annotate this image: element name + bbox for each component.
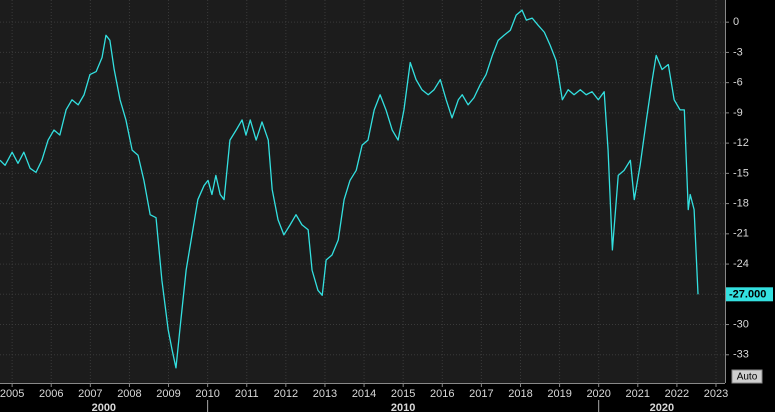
x-tick-label: 2015	[391, 388, 415, 400]
x-tick-label: 2020	[586, 388, 610, 400]
y-tick-label: -33	[733, 349, 749, 361]
plot-background	[0, 0, 725, 383]
x-tick-label: 2021	[626, 388, 650, 400]
y-tick-label: -9	[733, 107, 743, 119]
y-tick-label: -24	[733, 258, 749, 270]
y-tick-label: -15	[733, 167, 749, 179]
x-tick-label: 2022	[665, 388, 689, 400]
y-tick-label: -3	[733, 46, 743, 58]
x-tick-label: 2009	[156, 388, 180, 400]
x-tick-label: 2010	[195, 388, 219, 400]
y-tick-label: -21	[733, 228, 749, 240]
x-tick-label: 2019	[547, 388, 571, 400]
x-tick-label: 2008	[117, 388, 141, 400]
decade-label: 2000	[92, 402, 116, 412]
y-tick-label: -18	[733, 198, 749, 210]
auto-button-bg	[731, 369, 763, 384]
x-tick-label: 2006	[39, 388, 63, 400]
y-tick-label: -6	[733, 77, 743, 89]
line	[0, 9, 699, 369]
last-value-box	[726, 287, 773, 302]
x-tick-label: 2005	[0, 388, 24, 400]
auto-button[interactable]: Auto	[737, 372, 758, 383]
x-tick-label: 2007	[78, 388, 102, 400]
x-tick-label: 2016	[430, 388, 454, 400]
y-tick-label: 0	[733, 16, 739, 28]
x-tick-label: 2017	[469, 388, 493, 400]
x-tick-label: 2014	[352, 388, 376, 400]
x-tick-label: 2011	[235, 388, 259, 400]
y-tick-label: -12	[733, 137, 749, 149]
x-tick-label: 2012	[274, 388, 298, 400]
decade-label: 2010	[391, 402, 415, 412]
decade-label: 2020	[650, 402, 674, 412]
x-tick-label: 2018	[508, 388, 532, 400]
x-tick-label: 2023	[704, 388, 728, 400]
last-value-label: -27.000	[729, 289, 766, 301]
y-tick-label: -30	[733, 318, 749, 330]
x-tick-label: 2013	[313, 388, 337, 400]
